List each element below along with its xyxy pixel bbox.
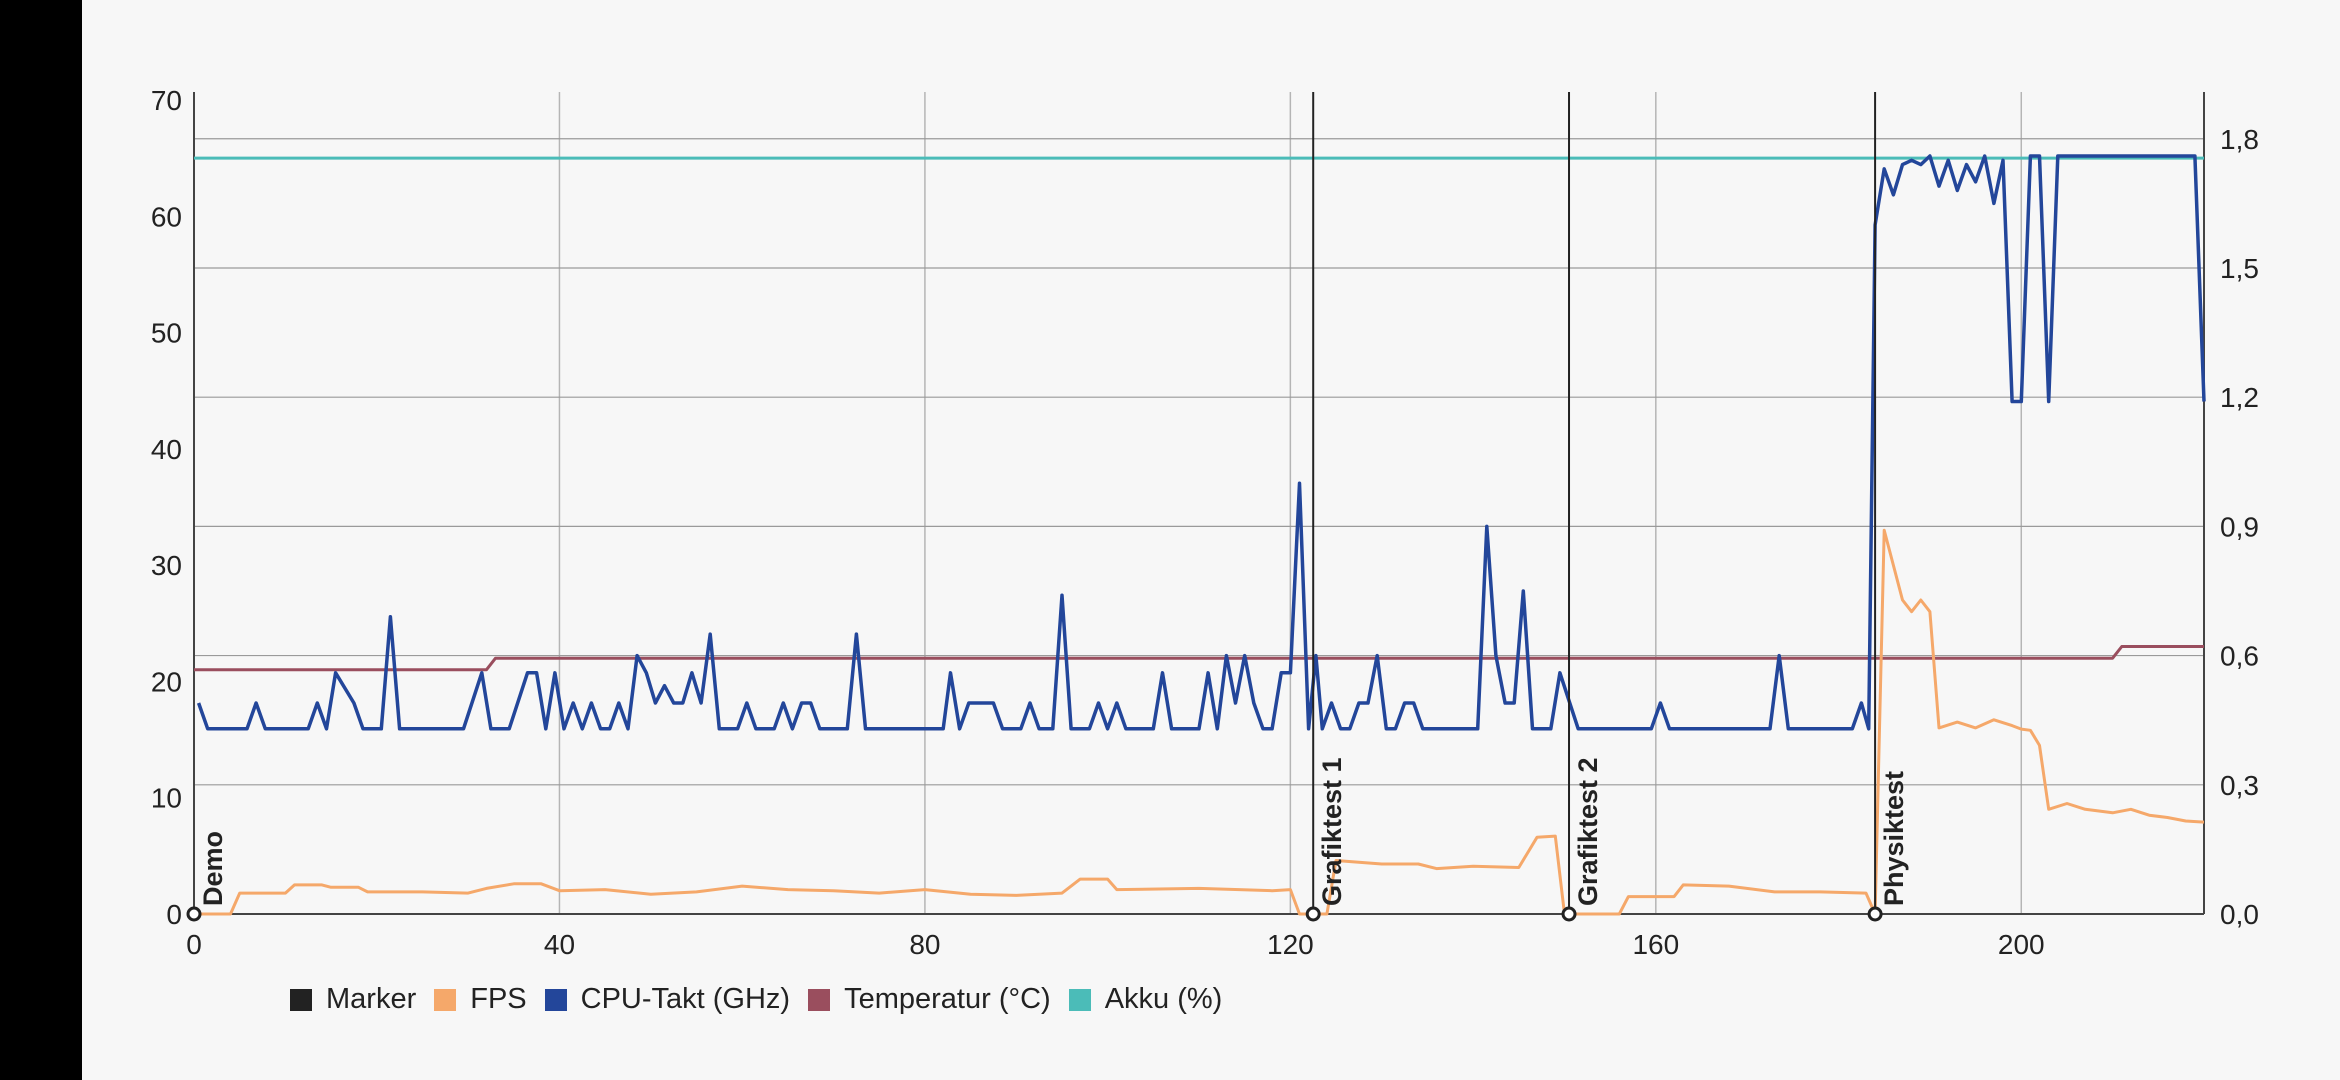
x-tick-label: 200 (1998, 929, 2045, 960)
series-line-cpu-takt-ghz (196, 154, 2206, 731)
legend-item: Temperatur (°C) (808, 983, 1051, 1016)
y-tick-label-right: 1,2 (2220, 382, 2259, 413)
x-tick-label: 80 (909, 929, 940, 960)
grid (194, 92, 2204, 914)
series-line-temperatur-c (194, 645, 2204, 672)
legend-swatch (434, 988, 457, 1011)
y-tick-label-left: 20 (151, 666, 182, 697)
series-lines (194, 154, 2206, 916)
x-tick-label: 0 (186, 929, 202, 960)
marker-label: Grafiktest 2 (1573, 757, 1603, 906)
y-tick-label-left: 50 (151, 318, 182, 349)
y-tick-label-left: 0 (166, 899, 182, 930)
marker-point (1305, 906, 1321, 922)
marker-label: Grafiktest 1 (1317, 757, 1347, 906)
y-tick-label-right: 0,0 (2220, 899, 2259, 930)
y-tick-label-left: 40 (151, 434, 182, 465)
marker-label: Demo (198, 831, 228, 906)
legend-label: Akku (%) (1104, 983, 1223, 1015)
legend-swatch (544, 988, 567, 1011)
x-tick-label: 120 (1267, 929, 1314, 960)
legend-item: Akku (%) (1068, 983, 1223, 1016)
y-tick-label-right: 0,9 (2220, 511, 2259, 542)
legend-item: Marker (290, 983, 416, 1016)
legend-label: FPS (470, 983, 527, 1015)
marker-label: Physiktest (1879, 771, 1909, 906)
y-tick-label-right: 1,8 (2220, 124, 2259, 155)
y-tick-label-right: 0,6 (2220, 641, 2259, 672)
legend-label: Marker (326, 983, 417, 1015)
y-tick-label-left: 30 (151, 550, 182, 581)
legend-swatch (1068, 988, 1091, 1011)
tick-labels: 0 40 80 120 160 200 0,0 0,3 0,6 0,9 1,2 1,5 1,8 0 10 20… (151, 85, 2259, 960)
marker-point (186, 906, 202, 922)
x-tick-label: 40 (544, 929, 575, 960)
marker-point (1867, 906, 1883, 922)
y-tick-label-right: 0,3 (2220, 770, 2259, 801)
legend-swatch (290, 988, 312, 1011)
series-line-fps (194, 528, 2205, 916)
legend-label: CPU-Takt (GHz) (580, 983, 791, 1015)
y-tick-label-left: 70 (151, 85, 182, 116)
chart-panel: Demo Grafiktest 1 Grafiktest 2 Physiktest 0… (82, 0, 2340, 1080)
y-tick-label-left: 10 (151, 783, 182, 814)
chart: Demo Grafiktest 1 Grafiktest 2 Physiktest 0… (151, 85, 2259, 960)
y-tick-label-left: 60 (151, 201, 182, 232)
legend: Marker FPS CPU-Takt (GHz) Temperatur (°C) Ak… (290, 983, 1240, 1016)
y-tick-label-right: 1,5 (2220, 253, 2259, 284)
legend-swatch (808, 988, 831, 1011)
x-tick-label: 160 (1632, 929, 1679, 960)
marker-point (1561, 906, 1577, 922)
legend-item: CPU-Takt (GHz) (544, 983, 791, 1016)
legend-item: FPS (434, 983, 527, 1016)
markers: Demo Grafiktest 1 Grafiktest 2 Physiktest (186, 92, 1909, 922)
legend-label: Temperatur (°C) (844, 983, 1051, 1015)
